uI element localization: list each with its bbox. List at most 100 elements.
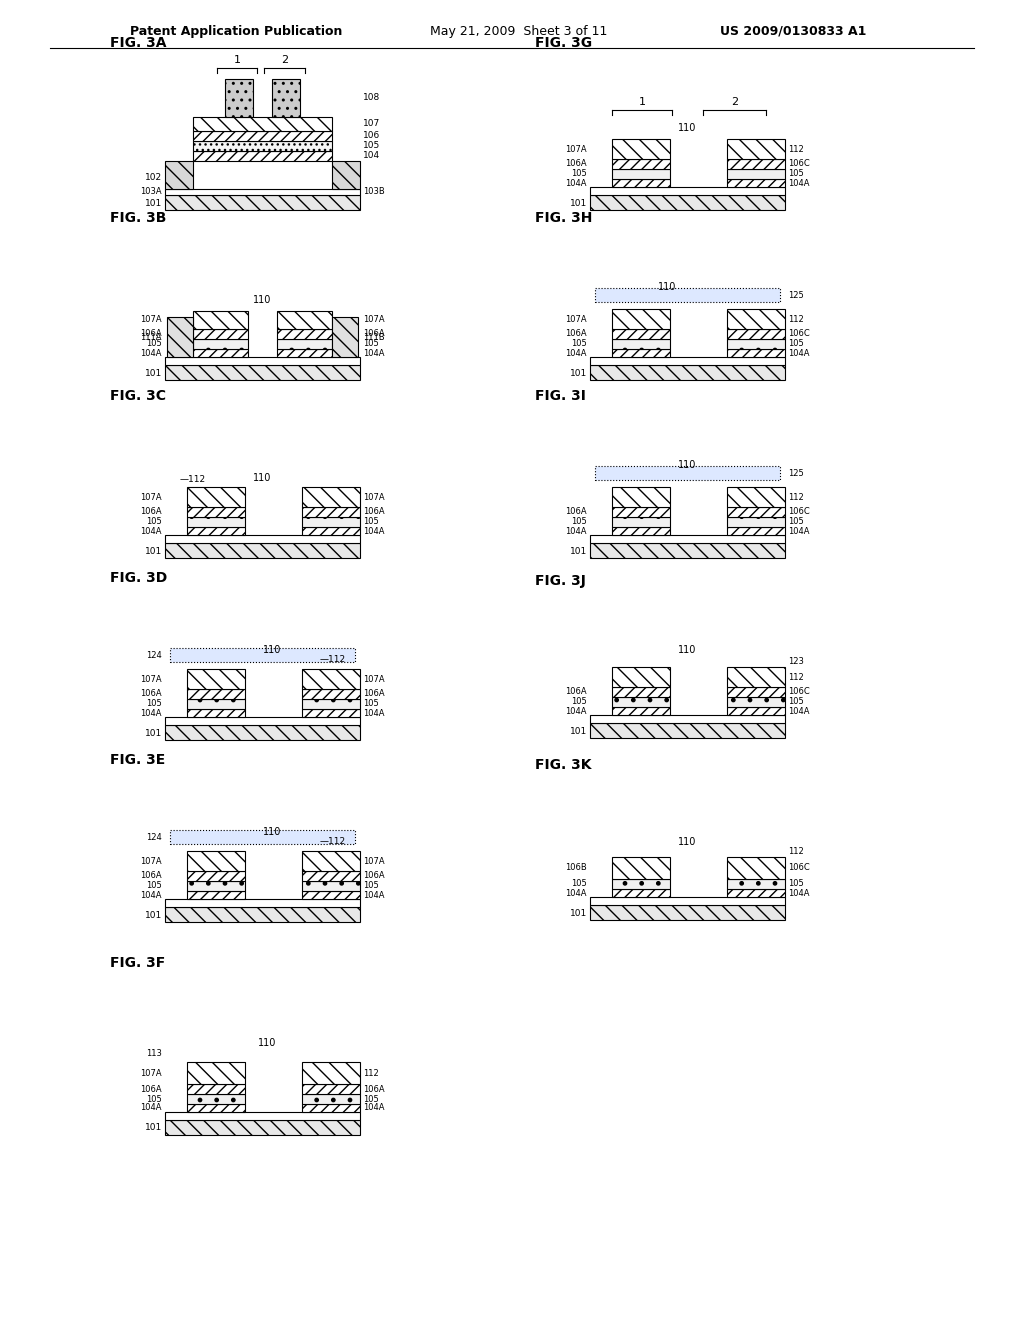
Bar bbox=[727, 507, 785, 517]
Text: 104A: 104A bbox=[362, 891, 384, 899]
Text: 104: 104 bbox=[362, 152, 380, 161]
Text: 101: 101 bbox=[144, 911, 162, 920]
Text: 112: 112 bbox=[788, 672, 804, 681]
Text: 104A: 104A bbox=[140, 348, 162, 358]
Bar bbox=[302, 689, 360, 700]
Text: 105: 105 bbox=[146, 882, 162, 891]
Bar bbox=[278, 348, 332, 356]
Bar bbox=[727, 686, 785, 697]
Bar bbox=[187, 1063, 245, 1084]
Bar bbox=[187, 1094, 245, 1104]
Text: 105: 105 bbox=[788, 517, 804, 527]
Text: 110: 110 bbox=[678, 645, 696, 655]
Text: 106A: 106A bbox=[362, 689, 385, 698]
Bar bbox=[302, 1094, 360, 1104]
Text: 112: 112 bbox=[788, 144, 804, 153]
Bar bbox=[187, 517, 245, 527]
Text: 110: 110 bbox=[253, 473, 271, 483]
Text: 105: 105 bbox=[571, 879, 587, 888]
Bar bbox=[727, 158, 785, 169]
Text: 104A: 104A bbox=[362, 1104, 384, 1113]
Bar bbox=[612, 180, 670, 187]
Bar bbox=[193, 312, 248, 329]
Bar bbox=[187, 507, 245, 517]
Bar bbox=[302, 709, 360, 717]
Text: 107A: 107A bbox=[565, 144, 587, 153]
Bar bbox=[590, 543, 785, 558]
Bar bbox=[727, 339, 785, 348]
Text: FIG. 3B: FIG. 3B bbox=[110, 211, 166, 224]
Bar bbox=[727, 888, 785, 898]
Bar bbox=[193, 141, 332, 150]
Text: 102: 102 bbox=[144, 173, 162, 182]
Text: 2: 2 bbox=[731, 96, 738, 107]
Bar bbox=[727, 879, 785, 888]
Text: 101: 101 bbox=[144, 729, 162, 738]
Bar bbox=[590, 356, 785, 366]
Bar bbox=[302, 700, 360, 709]
Bar bbox=[187, 1104, 245, 1111]
Text: 104A: 104A bbox=[362, 709, 384, 718]
Text: FIG. 3F: FIG. 3F bbox=[110, 956, 165, 970]
Text: 105: 105 bbox=[571, 169, 587, 178]
Text: 106C: 106C bbox=[788, 863, 810, 873]
Bar bbox=[590, 187, 785, 195]
Bar bbox=[165, 535, 360, 543]
Text: 105: 105 bbox=[362, 700, 379, 709]
Text: 106A: 106A bbox=[565, 688, 587, 697]
Text: 106B: 106B bbox=[565, 863, 587, 873]
Bar bbox=[170, 648, 355, 663]
Bar bbox=[727, 517, 785, 527]
Text: 105: 105 bbox=[571, 517, 587, 527]
Text: 106C: 106C bbox=[788, 507, 810, 516]
Text: 111A: 111A bbox=[140, 333, 162, 342]
Text: 105: 105 bbox=[146, 700, 162, 709]
Bar bbox=[612, 888, 670, 898]
Text: 112: 112 bbox=[788, 314, 804, 323]
Bar bbox=[302, 1104, 360, 1111]
Text: 101: 101 bbox=[144, 546, 162, 556]
Text: 106A: 106A bbox=[362, 1085, 385, 1093]
Bar bbox=[302, 1084, 360, 1094]
Text: 107A: 107A bbox=[140, 675, 162, 684]
Text: 104A: 104A bbox=[140, 527, 162, 536]
Text: Patent Application Publication: Patent Application Publication bbox=[130, 25, 342, 38]
Text: 104A: 104A bbox=[788, 527, 810, 536]
Text: 103A: 103A bbox=[140, 187, 162, 197]
Bar bbox=[187, 709, 245, 717]
Bar bbox=[612, 857, 670, 879]
Bar bbox=[727, 169, 785, 180]
Text: 110: 110 bbox=[263, 645, 282, 655]
Text: 112: 112 bbox=[788, 847, 804, 857]
Text: 101: 101 bbox=[569, 908, 587, 917]
Text: FIG. 3C: FIG. 3C bbox=[110, 389, 166, 403]
Text: 107A: 107A bbox=[565, 314, 587, 323]
Bar bbox=[187, 669, 245, 689]
Text: 110: 110 bbox=[658, 282, 677, 292]
Text: May 21, 2009  Sheet 3 of 11: May 21, 2009 Sheet 3 of 11 bbox=[430, 25, 607, 38]
Text: 104A: 104A bbox=[565, 348, 587, 358]
Bar bbox=[590, 715, 785, 723]
Text: —112: —112 bbox=[319, 837, 346, 846]
Bar bbox=[302, 880, 360, 891]
Text: 112: 112 bbox=[788, 492, 804, 502]
Bar bbox=[332, 317, 358, 356]
Text: 101: 101 bbox=[569, 368, 587, 378]
Bar bbox=[590, 723, 785, 738]
Text: 125: 125 bbox=[788, 469, 804, 478]
Text: 107A: 107A bbox=[140, 492, 162, 502]
Text: —112: —112 bbox=[180, 475, 206, 484]
Text: 107A: 107A bbox=[362, 857, 385, 866]
Text: 106A: 106A bbox=[362, 330, 385, 338]
Bar bbox=[590, 898, 785, 906]
Bar bbox=[165, 356, 360, 366]
Bar bbox=[187, 880, 245, 891]
Text: 108: 108 bbox=[362, 94, 380, 103]
Text: 104A: 104A bbox=[788, 178, 810, 187]
Text: FIG. 3I: FIG. 3I bbox=[535, 389, 586, 403]
Text: 106A: 106A bbox=[140, 507, 162, 516]
Text: 110: 110 bbox=[253, 294, 271, 305]
Bar bbox=[165, 907, 360, 921]
Text: 105: 105 bbox=[146, 517, 162, 527]
Text: 105: 105 bbox=[788, 169, 804, 178]
